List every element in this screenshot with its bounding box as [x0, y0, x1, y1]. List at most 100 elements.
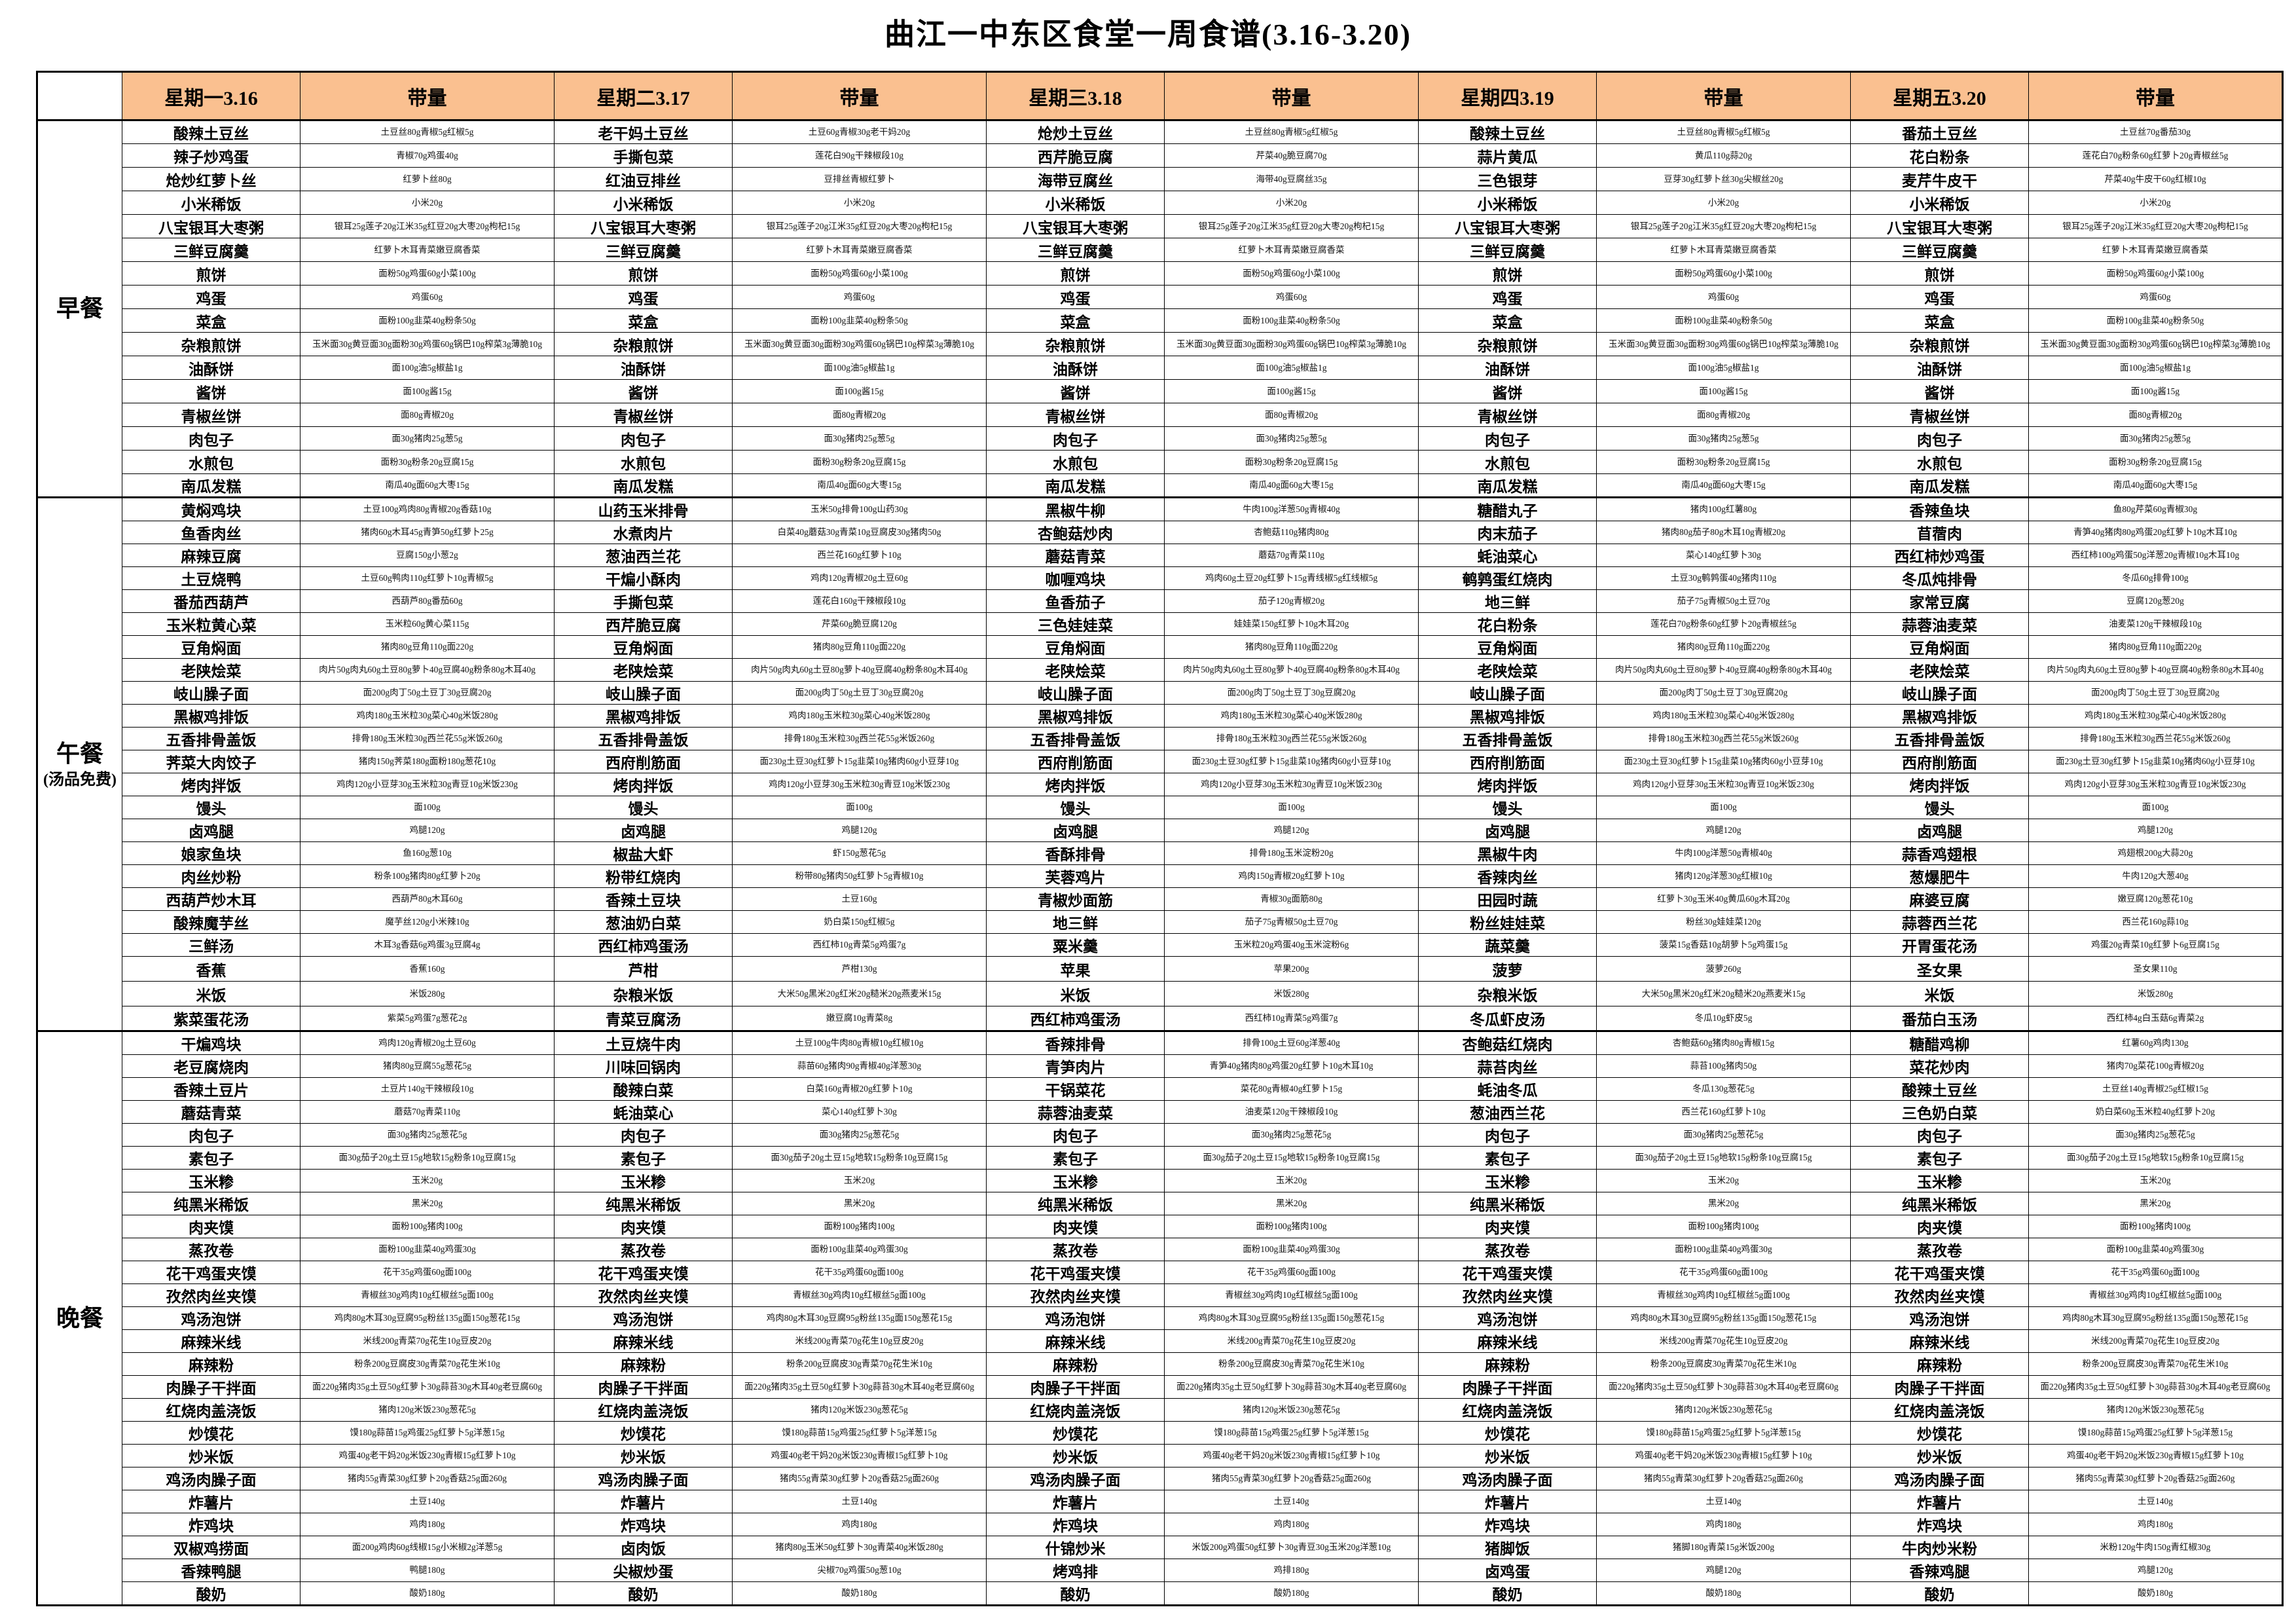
dish-cell: 蚝油菜心 — [1418, 544, 1597, 567]
dish-cell: 红烧肉盖浇饭 — [986, 1398, 1165, 1422]
meal-row: 花干鸡蛋夹馍 花干35g鸡蛋60g面100g 花干鸡蛋夹馍 花干35g鸡蛋60g面10… — [37, 1261, 2283, 1284]
meal-row: 菜盒 面粉100g韭菜40g粉条50g 菜盒 面粉100g韭菜40g粉条50g 菜盒 面粉… — [37, 308, 2283, 333]
portion-cell: 面粉50g鸡蛋60g小菜100g — [300, 261, 555, 286]
dish-cell: 炸薯片 — [554, 1490, 733, 1513]
portion-cell: 鸡蛋20g青菜10g红萝卜6g豆腐15g — [2028, 933, 2283, 957]
portion-cell: 面粉100g韭菜40g粉条50g — [1164, 308, 1419, 333]
dish-cell: 水煮肉片 — [554, 521, 733, 544]
dish-cell: 素包子 — [122, 1146, 301, 1170]
dish-cell: 酱饼 — [1418, 379, 1597, 403]
dish-cell: 鸡蛋 — [986, 285, 1165, 309]
dish-cell: 三鲜豆腐羹 — [122, 238, 301, 262]
portion-cell: 米饭200g鸡蛋50g红萝卜30g青豆30g玉米20g洋葱10g — [1164, 1536, 1419, 1559]
meal-row: 晚餐 干煸鸡块 鸡肉120g青椒20g土豆60g 土豆烧牛肉 土豆100g牛肉80g青椒… — [37, 1030, 2283, 1606]
portion-cell: 面粉50g鸡蛋60g小菜100g — [732, 261, 987, 286]
dish-cell: 西红柿炒鸡蛋 — [1850, 544, 2029, 567]
dish-cell: 岐山臊子面 — [986, 681, 1165, 705]
portion-cell: 银耳25g莲子20g江米35g红豆20g大枣20g枸杞15g — [1596, 214, 1851, 238]
portion-cell: 油麦菜120g干辣椒段10g — [2028, 612, 2283, 636]
portion-cell: 面100g酱15g — [1596, 379, 1851, 403]
portion-cell: 土豆140g — [732, 1490, 987, 1513]
portion-cell: 小米20g — [732, 191, 987, 215]
dish-cell: 双椒鸡捞面 — [122, 1536, 301, 1559]
portion-cell: 面230g土豆30g红萝卜15g韭菜10g猪肉60g小豆芽10g — [1596, 750, 1851, 773]
dish-cell: 酸奶 — [986, 1581, 1165, 1606]
portion-cell: 鸡蛋60g — [1596, 285, 1851, 309]
dish-cell: 蚝油冬瓜 — [1418, 1077, 1597, 1101]
meal-label-text: 晚餐 — [56, 1304, 103, 1331]
portion-cell: 黄瓜110g蒜20g — [1596, 143, 1851, 168]
dish-cell: 山药玉米排骨 — [554, 496, 733, 521]
dish-cell: 蒸孜卷 — [1418, 1238, 1597, 1261]
dish-cell: 蒸孜卷 — [1850, 1238, 2029, 1261]
dish-cell: 肉夹馍 — [1418, 1215, 1597, 1238]
portion-cell: 大米50g黑米20g红米20g糙米20g燕麦米15g — [732, 981, 987, 1006]
meal-row: 孜然肉丝夹馍 青椒丝30g鸡肉10g红椒丝5g面100g 孜然肉丝夹馍 青椒丝30g鸡… — [37, 1283, 2283, 1307]
dish-cell: 糖醋鸡柳 — [1850, 1030, 2029, 1055]
dish-cell: 烤肉拌饭 — [554, 773, 733, 796]
portion-cell: 白菜40g蘑菇30g青菜10g豆腐皮30g猪肉50g — [732, 521, 987, 544]
dish-cell: 鸡汤泡饼 — [1418, 1306, 1597, 1330]
portion-cell: 面100g油5g椒盐1g — [1596, 356, 1851, 380]
portion-cell: 猪肉120g米饭230g葱花5g — [2028, 1398, 2283, 1422]
dish-cell: 煎饼 — [554, 261, 733, 286]
dish-cell: 纯黑米稀饭 — [554, 1192, 733, 1215]
dish-cell: 鸡蛋 — [1850, 285, 2029, 309]
dish-cell: 岐山臊子面 — [122, 681, 301, 705]
dish-cell: 菜盒 — [554, 308, 733, 333]
portion-cell: 猪肉120g米饭230g葱花5g — [732, 1398, 987, 1422]
dish-cell: 红烧肉盖浇饭 — [554, 1398, 733, 1422]
portion-cell: 玉米20g — [1596, 1169, 1851, 1192]
dish-cell: 炝炒土豆丝 — [986, 119, 1165, 144]
dish-cell: 青椒丝饼 — [986, 403, 1165, 427]
portion-cell: 青笋40g猪肉80g鸡蛋20g红萝卜10g木耳10g — [1164, 1054, 1419, 1078]
portion-cell: 猪肉60g木耳45g青笋50g红萝卜25g — [300, 521, 555, 544]
dish-cell: 三色银芽 — [1418, 167, 1597, 191]
portion-cell: 玉米面30g黄豆面30g面粉30g鸡蛋60g锅巴10g榨菜3g薄脆10g — [300, 332, 555, 356]
dish-cell: 牛肉炒米粉 — [1850, 1536, 2029, 1559]
portion-cell: 青椒30g面筋80g — [1164, 887, 1419, 911]
portion-cell: 香蕉160g — [300, 956, 555, 982]
meal-row: 酸辣魔芋丝 魔芋丝120g小米辣10g 葱油奶白菜 奶白菜150g红椒5g 地三鲜 茄子7… — [37, 910, 2283, 934]
portion-cell: 肉片50g肉丸60g土豆80g萝卜40g豆腐40g粉条80g木耳40g — [732, 658, 987, 682]
dish-cell: 尖椒炒蛋 — [554, 1559, 733, 1582]
portion-cell: 土豆100g鸡肉80g青椒20g香菇10g — [300, 496, 555, 521]
dish-cell: 鸡汤泡饼 — [1850, 1306, 2029, 1330]
dish-cell: 小米稀饭 — [986, 191, 1165, 215]
portion-cell: 鸡蛋40g老干妈20g米饭230g青椒15g红萝卜10g — [1164, 1444, 1419, 1467]
meal-row: 蒸孜卷 面粉100g韭菜40g鸡蛋30g 蒸孜卷 面粉100g韭菜40g鸡蛋30g 蒸孜… — [37, 1238, 2283, 1261]
dish-cell: 老干妈土豆丝 — [554, 119, 733, 144]
portion-cell: 蘑菇70g青菜110g — [300, 1100, 555, 1124]
dish-cell: 素包子 — [986, 1146, 1165, 1170]
dish-cell: 肉包子 — [1418, 1123, 1597, 1147]
portion-cell: 排骨180g玉米粒30g西兰花55g米饭260g — [2028, 727, 2283, 750]
portion-cell: 面200g肉丁50g土豆丁30g豆腐20g — [2028, 681, 2283, 705]
portion-cell: 红萝卜丝80g — [300, 167, 555, 191]
dish-cell: 葱油西兰花 — [1418, 1100, 1597, 1124]
portion-cell: 鸡蛋60g — [300, 285, 555, 309]
dish-cell: 海带豆腐丝 — [986, 167, 1165, 191]
portion-cell: 鸡肉80g木耳30g豆腐95g粉丝135g面150g葱花15g — [300, 1306, 555, 1330]
portion-cell: 面粉100g韭菜40g鸡蛋30g — [1164, 1238, 1419, 1261]
meal-row: 酸奶 酸奶180g 酸奶 酸奶180g 酸奶 酸奶180g 酸奶 酸奶180g 酸奶 酸奶180g — [37, 1581, 2283, 1606]
portion-cell: 猪肉80g玉米50g红萝卜30g青菜40g米饭280g — [732, 1536, 987, 1559]
portion-cell: 油麦菜120g干辣椒段10g — [1164, 1100, 1419, 1124]
portion-cell: 猪肉100g红薯80g — [1596, 496, 1851, 521]
portion-cell: 玉米20g — [2028, 1169, 2283, 1192]
portion-cell: 冬瓜130g葱花5g — [1596, 1077, 1851, 1101]
portion-cell: 酸奶180g — [1596, 1581, 1851, 1606]
dish-cell: 西府削筋面 — [554, 750, 733, 773]
portion-cell: 奶白菜60g玉米粒40g红萝卜20g — [2028, 1100, 2283, 1124]
dish-cell: 菜盒 — [122, 308, 301, 333]
dish-cell: 地三鲜 — [986, 910, 1165, 934]
dish-cell: 蒜蓉油麦菜 — [986, 1100, 1165, 1124]
dish-cell: 油酥饼 — [986, 356, 1165, 380]
portion-cell: 鸡肉180g玉米粒30g菜心40g米饭280g — [1164, 704, 1419, 728]
portion-header-cell: 带量 — [1596, 71, 1851, 121]
portion-cell: 玉米面30g黄豆面30g面粉30g鸡蛋60g锅巴10g榨菜3g薄脆10g — [732, 332, 987, 356]
dish-cell: 八宝银耳大枣粥 — [1850, 214, 2029, 238]
dish-cell: 青椒炒面筋 — [986, 887, 1165, 911]
dish-cell: 纯黑米稀饭 — [986, 1192, 1165, 1215]
dish-cell: 煎饼 — [1418, 261, 1597, 286]
dish-cell: 花白粉条 — [1850, 143, 2029, 168]
